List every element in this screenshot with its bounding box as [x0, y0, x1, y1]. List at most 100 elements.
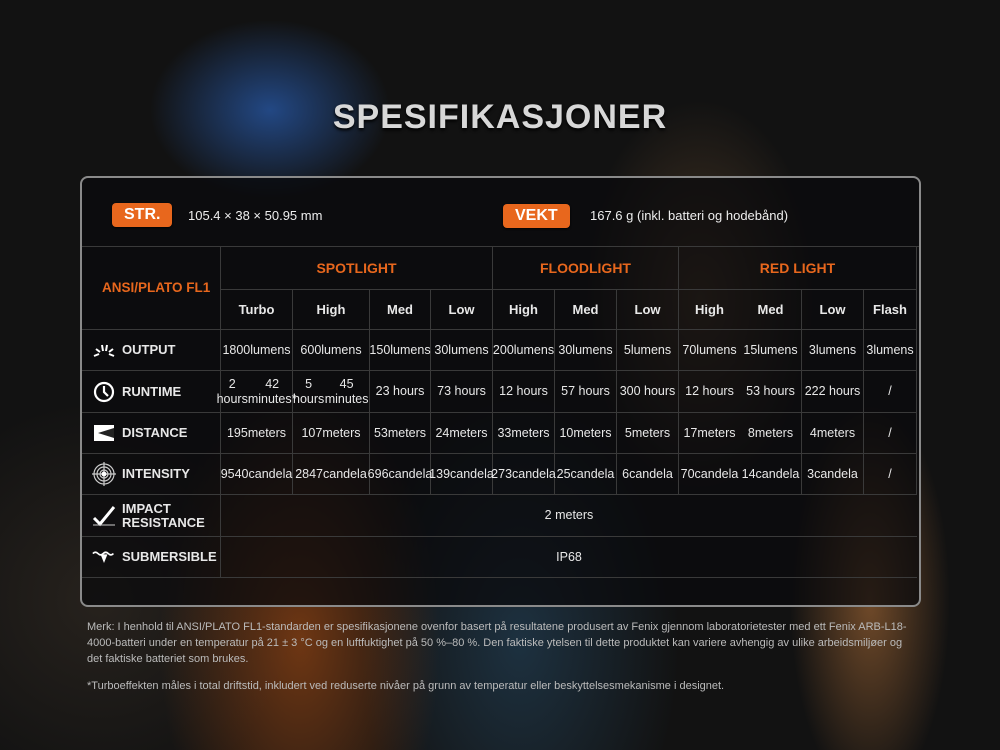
mode-header: Med: [555, 290, 617, 330]
table-cell: 24 meters: [431, 413, 493, 454]
cell-text: lumens: [448, 342, 489, 357]
cell-text: lumens: [696, 342, 737, 357]
cell-text: candela: [512, 466, 556, 481]
mode-header: Low: [802, 290, 864, 330]
row-label-text: RUNTIME: [122, 383, 182, 399]
table-cell: 2847 candela: [293, 454, 370, 495]
cell-text: lumens: [873, 342, 914, 357]
cell-text: 6: [622, 466, 630, 481]
mode-header: Flash: [864, 290, 917, 330]
table-cell: 15 lumens: [740, 330, 802, 371]
cell-text: 273: [491, 466, 513, 481]
cell-text: candela: [388, 466, 433, 481]
mode-label: Low: [819, 302, 846, 317]
table-cell: 200 lumens: [493, 330, 555, 371]
cell-text: IP68: [556, 549, 582, 564]
cell-text: /: [888, 384, 892, 398]
table-cell: 10 meters: [555, 413, 617, 454]
row-label-text: SUBMERSIBLE: [122, 549, 217, 564]
footnote-turbo: *Turboeffekten måles i total driftstid, …: [87, 680, 725, 692]
cell-text: lumens: [321, 342, 362, 357]
table-cell: 5 lumens: [617, 330, 679, 371]
table-cell: 600 lumens: [293, 330, 370, 371]
cell-text: meters: [631, 425, 671, 440]
cell-text: candela: [629, 466, 673, 481]
cell-text: 12 hours: [685, 384, 734, 398]
mode-header: Med: [370, 290, 431, 330]
row-label-text: INTENSITY: [122, 466, 190, 481]
table-cell: 17 meters: [679, 413, 740, 454]
table-cell: 5 meters: [617, 413, 679, 454]
cell-text: 5: [623, 342, 631, 357]
row-label: IMPACT RESISTANCE: [82, 495, 221, 537]
cell-text: 139: [429, 466, 451, 481]
mode-header: High: [293, 290, 370, 330]
group-label: SPOTLIGHT: [316, 259, 397, 276]
cell-text: meters: [697, 425, 736, 440]
cell-text: candela: [570, 466, 615, 481]
table-cell: 9540 candela: [221, 454, 293, 495]
cell-text: 5: [624, 425, 632, 440]
footnote-standard: Merk: I henhold til ANSI/PLATO FL1-stand…: [87, 621, 907, 665]
mode-header: High: [493, 290, 555, 330]
cell-text: lumens: [250, 342, 291, 357]
table-cell: 3 lumens: [802, 330, 864, 371]
table-cell: 1800 lumens: [221, 330, 293, 371]
cell-text: 300 hours: [619, 384, 676, 398]
cell-text: 150: [369, 342, 391, 357]
submersible-icon: [92, 547, 116, 567]
cell-text: 12 hours: [499, 384, 548, 398]
group-header: FLOODLIGHT: [493, 247, 679, 290]
table-cell: 53 meters: [370, 413, 431, 454]
row-label: OUTPUT: [82, 330, 221, 371]
cell-text: 73 hours: [437, 384, 486, 398]
table-cell: 5 hours 45 minutes: [293, 371, 370, 413]
mode-label: Low: [448, 302, 475, 317]
table-cell: /: [864, 371, 917, 413]
cell-text: lumens: [572, 342, 613, 357]
cell-text: lumens: [513, 342, 555, 357]
cell-text: candela: [755, 466, 800, 481]
standard-line: ANSI/: [102, 280, 139, 295]
mode-label: High: [316, 302, 346, 317]
table-cell: 8 meters: [740, 413, 802, 454]
weight-value: 167.6 g (inkl. batteri og hodebånd): [590, 208, 789, 223]
cell-text: meters: [322, 425, 361, 440]
cell-text: 4: [809, 425, 817, 440]
table-cell: 25 candela: [555, 454, 617, 495]
cell-text: /: [888, 425, 892, 440]
cell-text: lumens: [390, 342, 431, 357]
table-cell: 23 hours: [370, 371, 431, 413]
cell-text: candela: [248, 466, 293, 481]
cell-text: 33: [497, 425, 512, 440]
cell-text: 200: [492, 342, 514, 357]
cell-text: 25: [556, 466, 571, 481]
cell-text: 70: [682, 342, 697, 357]
group-label: RED LIGHT: [759, 259, 836, 276]
table-cell: 139 candela: [429, 454, 494, 495]
impact-icon: [92, 505, 116, 526]
mode-label: Low: [634, 302, 661, 317]
table-cell: 195 meters: [221, 413, 293, 454]
cell-text: lumens: [815, 342, 857, 357]
cell-text: 30: [558, 342, 573, 357]
mode-header: Turbo: [221, 290, 293, 330]
cell-text: 30: [434, 342, 449, 357]
group-header: SPOTLIGHT: [221, 247, 493, 290]
cell-text: 3: [866, 342, 874, 357]
cell-text: meters: [511, 425, 550, 440]
cell-text: 53 hours: [746, 384, 795, 398]
table-cell: /: [864, 454, 917, 495]
cell-text: 57 hours: [561, 384, 610, 398]
table-cell: 12 hours: [679, 371, 740, 413]
row-label: INTENSITY: [82, 454, 221, 495]
table-cell: 273 candela: [491, 454, 556, 495]
cell-text: 15: [743, 342, 758, 357]
row-label-text: IMPACT RESISTANCE: [122, 500, 205, 530]
blank-row: [82, 578, 917, 605]
table-cell: /: [864, 413, 917, 454]
table-cell: 57 hours: [555, 371, 617, 413]
mode-label: Flash: [873, 302, 907, 317]
table-cell: 222 hours: [802, 371, 864, 413]
cell-text: 45 minutes: [324, 376, 369, 406]
